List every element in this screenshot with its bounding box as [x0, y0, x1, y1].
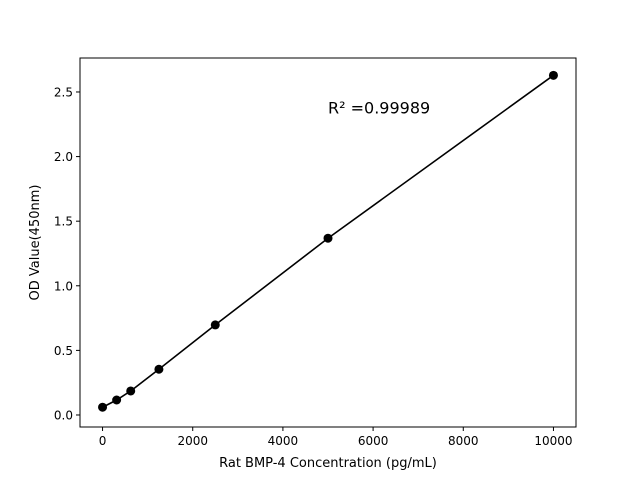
x-tick-label: 8000	[448, 434, 479, 448]
r-squared-annotation: R² =0.99989	[328, 98, 430, 117]
x-tick-label: 4000	[268, 434, 299, 448]
y-axis: 0.0 0.5 1.0 1.5 2.0 2.5	[54, 85, 80, 422]
y-axis-label: OD Value(450nm)	[28, 185, 43, 301]
x-tick-label: 6000	[358, 434, 389, 448]
data-point	[112, 395, 122, 405]
y-tick-label: 0.5	[54, 344, 73, 358]
data-point	[126, 386, 136, 396]
data-point	[210, 320, 220, 330]
y-tick-label: 1.0	[54, 279, 73, 293]
y-tick-label: 1.5	[54, 215, 73, 229]
x-tick-label: 0	[99, 434, 107, 448]
x-axis-label: Rat BMP-4 Concentration (pg/mL)	[219, 456, 437, 471]
x-tick-label: 2000	[177, 434, 208, 448]
y-tick-label: 2.5	[54, 85, 73, 99]
plot-area-frame	[79, 57, 577, 428]
x-tick-label: 10000	[534, 434, 572, 448]
data-point	[98, 402, 108, 412]
y-tick-label: 2.0	[54, 150, 73, 164]
y-tick-label: 0.0	[54, 408, 73, 422]
data-point	[154, 364, 164, 374]
data-point	[323, 233, 333, 243]
series	[98, 70, 558, 412]
data-point	[548, 70, 558, 80]
x-axis: 0 2000 4000 6000 8000 10000	[99, 427, 573, 448]
